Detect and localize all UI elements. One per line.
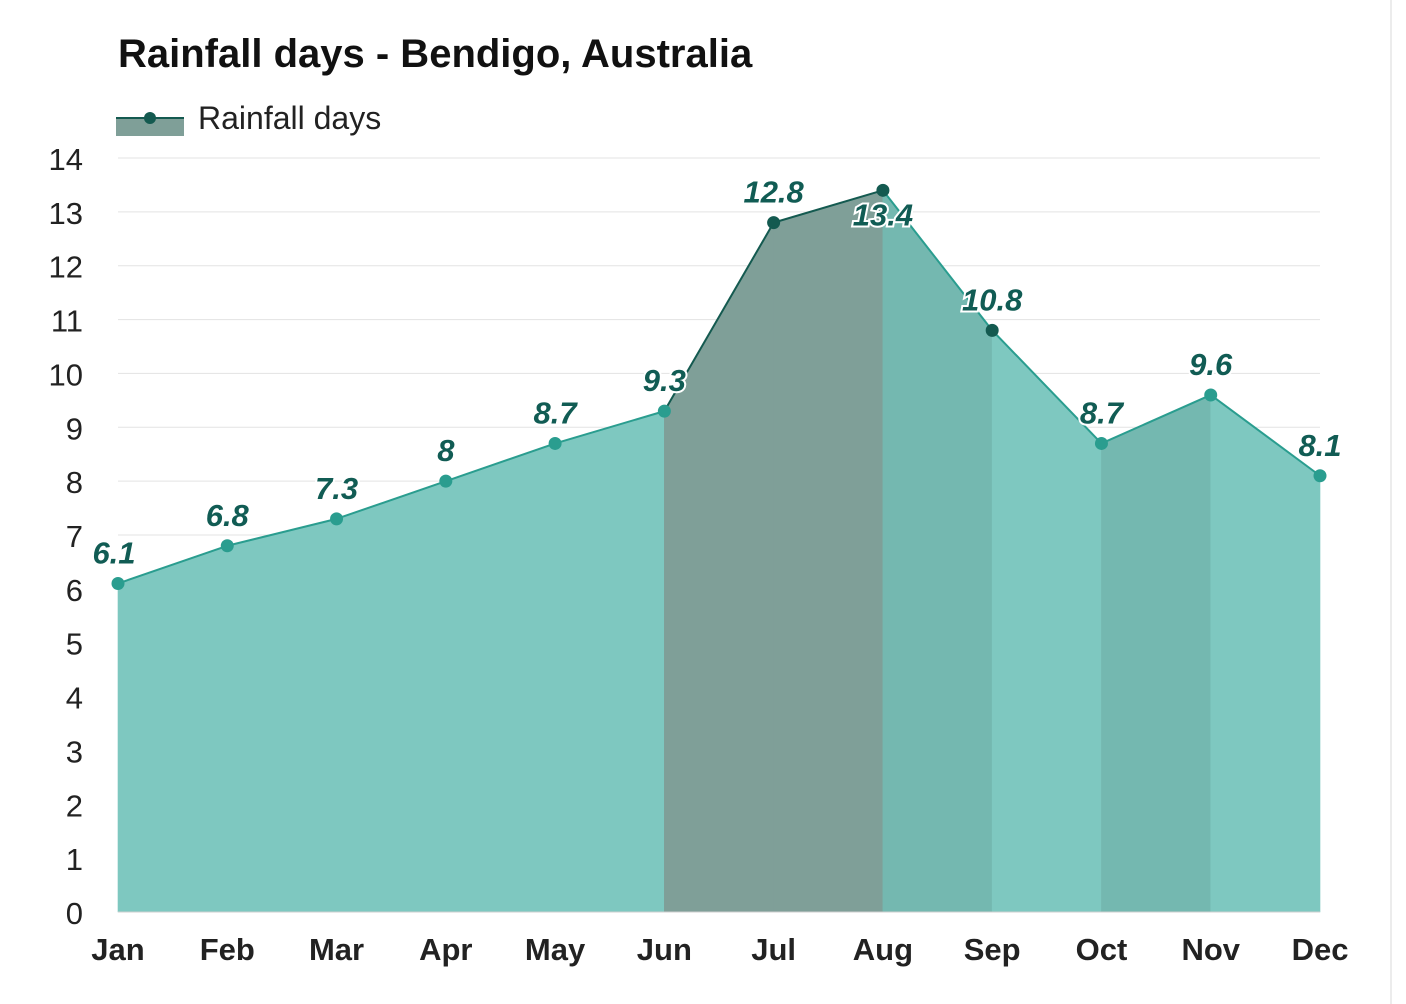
series-line-segment — [554, 410, 665, 445]
data-point-apr — [439, 474, 453, 488]
series-line-segment — [1101, 394, 1212, 445]
data-label-apr: 8 — [437, 433, 455, 468]
data-label-jun: 9.3 — [643, 363, 686, 398]
x-tick-label: Mar — [309, 932, 364, 967]
data-label-sep: 10.8 — [962, 282, 1023, 317]
x-tick-label: Dec — [1292, 932, 1349, 967]
data-label-feb: 6.8 — [206, 498, 250, 533]
data-label-aug: 13.4 — [853, 197, 913, 232]
data-label-may: 8.7 — [534, 395, 579, 430]
y-tick-label: 5 — [66, 627, 83, 662]
x-tick-label: May — [525, 932, 586, 967]
x-tick-label: Oct — [1076, 932, 1128, 967]
x-tick-label: Apr — [419, 932, 472, 967]
x-tick-label: Jan — [91, 932, 144, 967]
area-segment-oct — [1101, 394, 1212, 913]
y-tick-label: 4 — [66, 681, 83, 716]
data-point-nov — [1204, 388, 1218, 402]
data-label-jul: 12.8 — [743, 175, 804, 210]
area-segment-jun — [664, 221, 774, 913]
area-segment-mar — [336, 480, 447, 913]
series-line-segment — [663, 222, 775, 412]
series-line-segment — [1210, 394, 1321, 477]
series-line-segment — [773, 189, 884, 224]
series-line-segment — [117, 544, 228, 585]
area-segment-nov — [1210, 394, 1321, 913]
page-edge-divider — [1390, 0, 1392, 1004]
y-tick-label: 13 — [49, 196, 83, 231]
legend[interactable]: Rainfall days — [116, 98, 381, 138]
y-tick-label: 6 — [66, 573, 83, 608]
legend-swatch-icon — [116, 112, 184, 136]
x-tick-label: Sep — [964, 932, 1021, 967]
data-point-dec — [1313, 469, 1327, 483]
legend-label: Rainfall days — [198, 99, 382, 136]
y-tick-label: 9 — [66, 411, 83, 446]
x-tick-label: Nov — [1181, 932, 1240, 967]
series-line-segment — [336, 480, 447, 520]
y-tick-label: 3 — [66, 734, 83, 769]
data-point-mar — [330, 512, 344, 526]
y-tick-label: 0 — [66, 896, 83, 931]
series-line-segment — [445, 442, 556, 483]
area-segment-may — [554, 410, 665, 913]
data-label-dec: 8.1 — [1298, 428, 1341, 463]
y-tick-label: 8 — [66, 465, 83, 500]
x-tick-label: Aug — [853, 932, 913, 967]
data-label-nov: 9.6 — [1189, 347, 1233, 382]
series-line-segment — [227, 517, 337, 547]
y-tick-label: 2 — [66, 788, 83, 823]
x-tick-label: Feb — [200, 932, 255, 967]
area-segment-jul — [773, 189, 884, 913]
data-label-oct: 8.7 — [1080, 395, 1125, 430]
data-label-mar: 7.3 — [315, 471, 358, 506]
data-point-jan — [111, 576, 125, 590]
data-point-aug — [876, 183, 890, 197]
x-tick-label: Jul — [751, 932, 796, 967]
data-label-jan: 6.1 — [92, 535, 135, 570]
data-point-oct — [1094, 436, 1108, 450]
data-point-sep — [985, 323, 999, 337]
series-line-segment — [882, 189, 993, 331]
data-point-may — [548, 436, 562, 450]
y-tick-label: 1 — [66, 842, 83, 877]
y-tick-label: 10 — [49, 357, 83, 392]
area-segment-apr — [445, 443, 556, 913]
chart-title: Rainfall days - Bendigo, Australia — [118, 32, 753, 76]
data-point-feb — [220, 539, 234, 553]
y-tick-label: 14 — [49, 142, 83, 177]
series-line-segment — [991, 329, 1103, 445]
area-segment-jan — [117, 545, 228, 913]
data-point-jul — [767, 216, 781, 230]
data-point-jun — [657, 404, 671, 418]
y-tick-label: 11 — [51, 304, 83, 339]
area-segment-feb — [226, 518, 337, 913]
x-tick-label: Jun — [637, 932, 692, 967]
legend-swatch — [116, 100, 184, 136]
y-tick-label: 7 — [66, 519, 83, 554]
y-tick-label: 12 — [49, 250, 83, 285]
